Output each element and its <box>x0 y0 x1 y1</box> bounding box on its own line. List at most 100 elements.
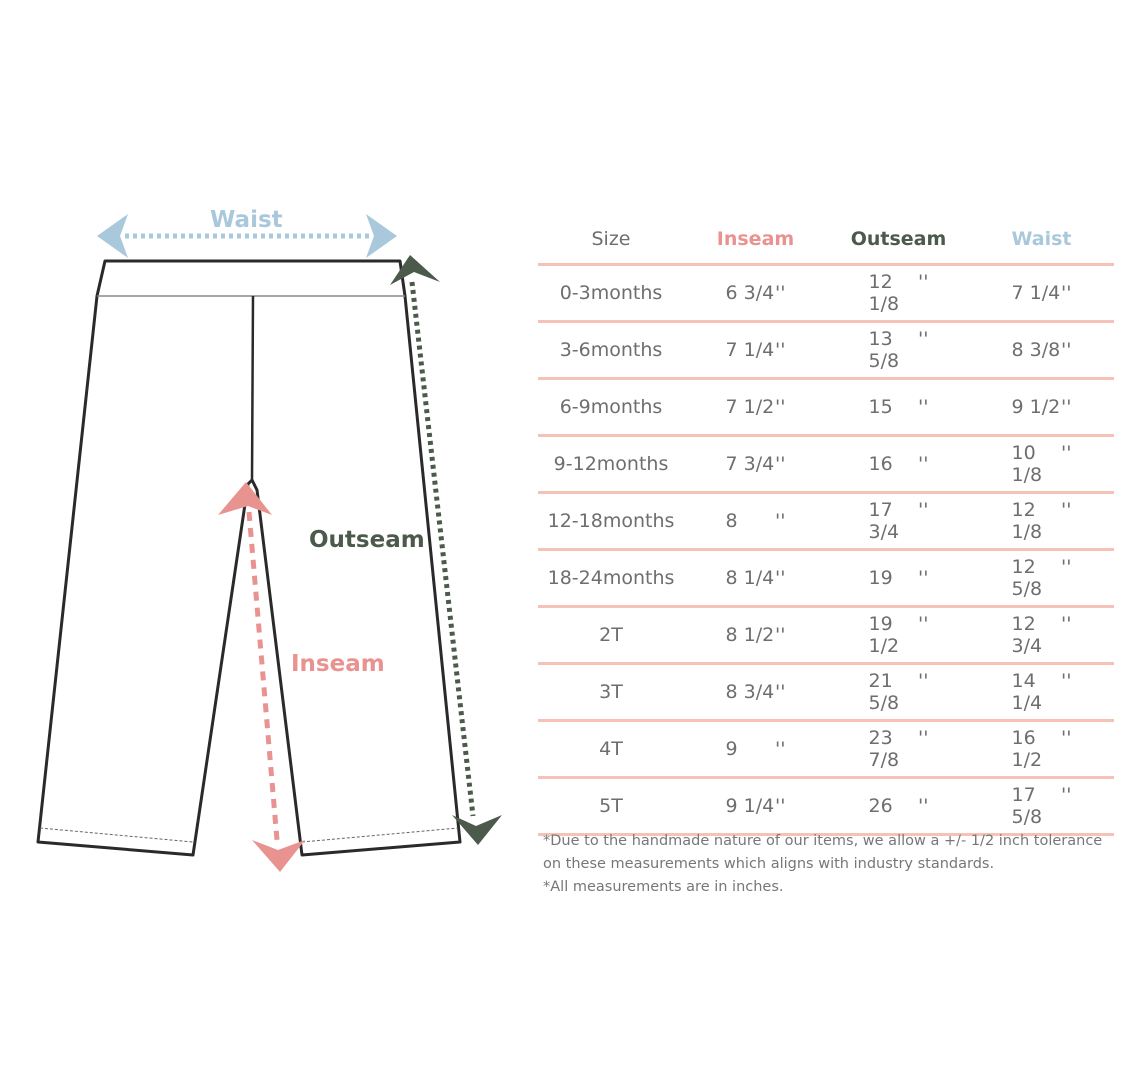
measurement: 9 <box>725 738 738 760</box>
cell-inseam: 9 1/4 '' <box>684 795 827 817</box>
inch-mark: '' <box>918 271 929 293</box>
waist-arrow <box>97 214 397 258</box>
outseam-label: Outseam <box>309 527 425 553</box>
cell-size: 6-9months <box>559 396 663 418</box>
cell-waist: 7 1/4 '' <box>970 282 1113 304</box>
measurement: 14 1/4 <box>1011 670 1043 714</box>
cell-inseam-value: 9 1/4 '' <box>726 795 786 817</box>
inch-mark: '' <box>775 681 786 703</box>
cell-outseam: 21 5/8 '' <box>827 670 970 714</box>
cell-waist: 12 3/4 '' <box>970 613 1113 657</box>
units-note: *All measurements are in inches. <box>543 879 784 895</box>
cell-size: 4T <box>599 738 623 760</box>
cell-inseam-value: 8 1/4 '' <box>726 567 786 589</box>
inch-mark: '' <box>918 453 929 475</box>
inch-mark: '' <box>775 738 786 760</box>
cell-inseam-value: 8 '' <box>726 510 786 532</box>
inch-mark: '' <box>918 396 929 418</box>
cell-waist: 12 5/8 '' <box>970 556 1113 600</box>
header-inseam: Inseam <box>716 227 795 250</box>
cell-outseam-value: 15 '' <box>869 396 929 418</box>
cell-waist-value: 9 1/2 '' <box>1012 396 1072 418</box>
cell-outseam-value: 12 1/8 '' <box>869 271 929 315</box>
cell-inseam: 8 1/4 '' <box>684 567 827 589</box>
cell-waist-value: 14 1/4 '' <box>1012 670 1072 714</box>
cell-waist-value: 12 5/8 '' <box>1012 556 1072 600</box>
measurement: 17 3/4 <box>868 499 900 543</box>
table-row: 3T 8 3/4 '' 21 5/8 '' 14 1/4 '' <box>538 665 1114 722</box>
cell-outseam: 15 '' <box>827 396 970 418</box>
table-row: 4T 9 '' 23 7/8 '' 16 1/2 '' <box>538 722 1114 779</box>
measurement: 6 3/4 <box>725 282 775 304</box>
cell-size: 12-18months <box>547 510 675 532</box>
measurement: 12 3/4 <box>1011 613 1043 657</box>
cell-outseam: 26 '' <box>827 795 970 817</box>
header-outseam: Outseam <box>850 227 947 250</box>
measurement: 13 5/8 <box>868 328 900 372</box>
cell-inseam: 7 1/4 '' <box>684 339 827 361</box>
table-row: 6-9months 7 1/2 '' 15 '' 9 1/2 '' <box>538 380 1114 437</box>
inseam-label: Inseam <box>291 651 385 677</box>
table-row: 5T 9 1/4 '' 26 '' 17 5/8 '' <box>538 779 1114 836</box>
inch-mark: '' <box>775 396 786 418</box>
measurement: 8 <box>725 510 738 532</box>
cell-outseam: 23 7/8 '' <box>827 727 970 771</box>
measurement: 12 5/8 <box>1011 556 1043 600</box>
cell-waist: 10 1/8 '' <box>970 442 1113 486</box>
inch-mark: '' <box>918 727 929 749</box>
cell-waist-value: 7 1/4 '' <box>1012 282 1072 304</box>
cell-inseam-value: 7 1/4 '' <box>726 339 786 361</box>
header-waist: Waist <box>1011 227 1072 250</box>
cell-outseam-value: 26 '' <box>869 795 929 817</box>
measurement: 23 7/8 <box>868 727 900 771</box>
cell-outseam-value: 17 3/4 '' <box>869 499 929 543</box>
cell-waist-value: 8 3/8 '' <box>1012 339 1072 361</box>
waist-label: Waist <box>210 207 283 233</box>
cell-size: 0-3months <box>559 282 663 304</box>
cell-inseam-value: 8 1/2 '' <box>726 624 786 646</box>
outseam-arrow <box>390 255 502 845</box>
inch-mark: '' <box>1061 556 1072 578</box>
measurement: 8 1/4 <box>725 567 775 589</box>
cell-waist-value: 12 3/4 '' <box>1012 613 1072 657</box>
cell-inseam: 7 3/4 '' <box>684 453 827 475</box>
cell-waist: 16 1/2 '' <box>970 727 1113 771</box>
measurement: 19 1/2 <box>868 613 900 657</box>
size-table: Size Inseam Outseam Waist 0-3months 6 3/4… <box>538 214 1114 836</box>
inch-mark: '' <box>1061 282 1072 304</box>
measurement: 21 5/8 <box>868 670 900 714</box>
cell-waist-value: 10 1/8 '' <box>1012 442 1072 486</box>
inch-mark: '' <box>1061 727 1072 749</box>
inch-mark: '' <box>775 282 786 304</box>
cell-size: 3T <box>599 681 623 703</box>
inch-mark: '' <box>918 499 929 521</box>
tolerance-note: *Due to the handmade nature of our items… <box>543 833 1103 872</box>
cell-waist: 14 1/4 '' <box>970 670 1113 714</box>
inch-mark: '' <box>1061 339 1072 361</box>
cell-size: 9-12months <box>553 453 669 475</box>
table-row: 0-3months 6 3/4 '' 12 1/8 '' 7 1/4 '' <box>538 266 1114 323</box>
measurement: 8 3/8 <box>1011 339 1061 361</box>
cell-outseam: 17 3/4 '' <box>827 499 970 543</box>
cell-outseam-value: 19 1/2 '' <box>869 613 929 657</box>
measurement: 9 1/4 <box>725 795 775 817</box>
inch-mark: '' <box>1061 784 1072 806</box>
cell-waist: 17 5/8 '' <box>970 784 1113 828</box>
table-row: 18-24months 8 1/4 '' 19 '' 12 5/8 '' <box>538 551 1114 608</box>
cell-inseam: 9 '' <box>684 738 827 760</box>
cell-inseam-value: 8 3/4 '' <box>726 681 786 703</box>
cell-outseam: 19 1/2 '' <box>827 613 970 657</box>
cell-waist-value: 16 1/2 '' <box>1012 727 1072 771</box>
cell-inseam: 8 '' <box>684 510 827 532</box>
measurement: 17 5/8 <box>1011 784 1043 828</box>
inch-mark: '' <box>918 613 929 635</box>
header-size: Size <box>591 227 631 250</box>
inch-mark: '' <box>775 453 786 475</box>
cell-outseam-value: 23 7/8 '' <box>869 727 929 771</box>
measurement: 19 <box>868 567 893 589</box>
inch-mark: '' <box>775 795 786 817</box>
inseam-arrow <box>218 482 305 872</box>
inch-mark: '' <box>1061 613 1072 635</box>
measurement: 10 1/8 <box>1011 442 1043 486</box>
measurement: 8 3/4 <box>725 681 775 703</box>
